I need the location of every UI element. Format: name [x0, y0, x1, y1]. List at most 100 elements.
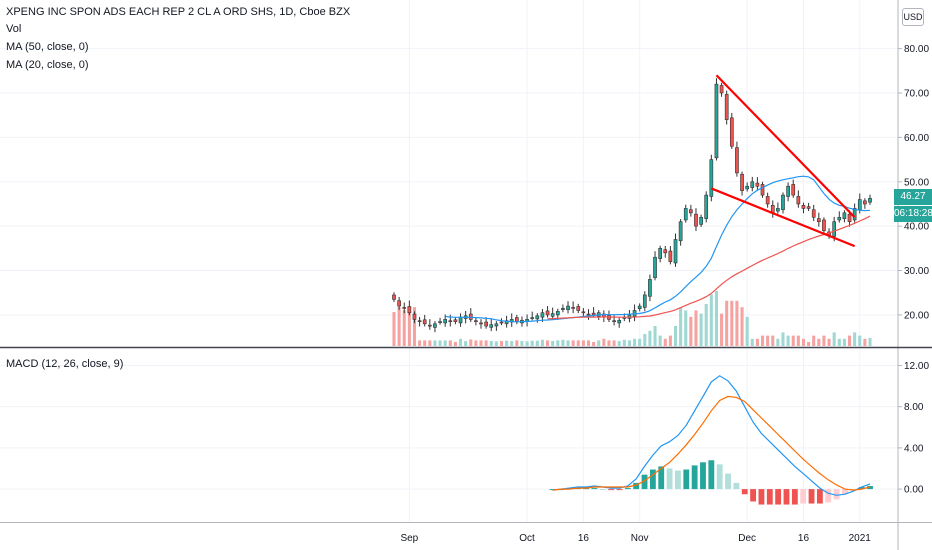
- volume-bar: [679, 307, 683, 346]
- candle-body: [458, 316, 463, 324]
- volume-bar: [638, 338, 642, 346]
- candle-body: [412, 313, 417, 320]
- candle-body: [443, 319, 448, 324]
- macd-histogram-bar: [808, 489, 815, 504]
- candle-body: [489, 324, 494, 328]
- volume-bar: [812, 335, 816, 346]
- candle-body: [515, 317, 519, 322]
- price-tick-label: 20.00: [904, 310, 929, 321]
- candle-body: [868, 198, 872, 203]
- macd-histogram-bar: [591, 488, 598, 490]
- candle-body: [397, 300, 401, 307]
- macd-histogram-bar: [766, 489, 773, 505]
- candle-body: [438, 321, 442, 323]
- candle-body: [648, 279, 652, 297]
- grid-lines: [0, 0, 898, 522]
- candle-body: [689, 209, 693, 214]
- candle-body: [658, 248, 662, 259]
- candle-body: [479, 322, 483, 325]
- candle-body: [576, 306, 581, 311]
- volume-bar: [397, 307, 401, 346]
- price-tick-label: 50.00: [904, 177, 929, 188]
- candlesticks: [392, 78, 872, 333]
- price-tick-label: 40.00: [904, 222, 929, 233]
- volume-bar: [760, 335, 765, 346]
- candle-body: [402, 307, 407, 309]
- volume-bar: [494, 341, 498, 346]
- candle-body: [806, 206, 811, 209]
- volume-bar: [658, 335, 662, 346]
- price-tick-label: 60.00: [904, 133, 929, 144]
- macd-histogram-bar: [599, 489, 606, 491]
- volume-bar: [464, 341, 468, 346]
- macd-histogram-bar: [833, 489, 840, 500]
- last-price-tag: 46.27: [894, 189, 932, 205]
- volume-bar: [612, 340, 616, 346]
- candle-body: [847, 213, 852, 223]
- volume-bar: [433, 340, 437, 346]
- candle-body: [673, 239, 678, 264]
- macd-histogram-bar: [858, 487, 865, 490]
- volume-bar: [868, 337, 872, 346]
- candle-body: [683, 208, 688, 221]
- volume-bar: [684, 310, 688, 346]
- signal-line: [552, 395, 871, 491]
- volume-bar: [597, 340, 601, 346]
- currency-button[interactable]: USD: [902, 8, 924, 26]
- candle-body: [427, 324, 432, 327]
- price-tick-label: 70.00: [904, 89, 929, 100]
- volume-bar: [607, 340, 611, 346]
- legend-ma50[interactable]: MA (50, close, 0): [6, 41, 89, 53]
- legend-ma20[interactable]: MA (20, close, 0): [6, 59, 89, 71]
- macd-histogram-bar: [733, 482, 740, 490]
- volume-bar: [745, 316, 749, 346]
- volume-bar: [817, 338, 821, 346]
- volume-bar: [796, 335, 800, 346]
- candle-body: [760, 184, 765, 196]
- volume-bar: [730, 300, 734, 346]
- volume-bar: [643, 334, 647, 346]
- volume-bar: [673, 326, 678, 346]
- candle-body: [540, 312, 545, 318]
- macd-histogram-bar: [741, 489, 748, 495]
- volume-bar: [781, 332, 785, 346]
- volume-bar: [566, 340, 570, 346]
- macd-histogram-bar: [716, 464, 723, 490]
- volume-bar: [801, 338, 805, 346]
- volume-bar: [771, 335, 775, 346]
- volume-bar: [423, 340, 427, 346]
- volume-bar: [786, 335, 790, 346]
- candle-body: [433, 323, 437, 328]
- volume-bar: [535, 340, 539, 346]
- legend-vol[interactable]: Vol: [6, 23, 22, 35]
- chart-title[interactable]: XPENG INC SPON ADS EACH REP 2 CL A ORD S…: [6, 6, 351, 18]
- ma20-line: [445, 175, 871, 323]
- volume-bar: [663, 338, 667, 346]
- volume-bar: [479, 340, 483, 346]
- candle-body: [863, 200, 867, 205]
- macd-histogram-bar: [683, 469, 690, 490]
- volume-bar: [858, 335, 862, 346]
- candle-body: [484, 321, 488, 327]
- macd-histogram-bar: [666, 468, 673, 490]
- volume-bar: [484, 340, 488, 346]
- legend-macd[interactable]: MACD (12, 26, close, 9): [6, 358, 124, 370]
- candle-body: [786, 185, 790, 197]
- time-tick-label: Oct: [519, 533, 535, 544]
- macd-histogram-bar: [691, 465, 698, 490]
- volume-bar: [407, 308, 411, 346]
- candle-body: [765, 196, 770, 205]
- time-tick-label: Sep: [400, 533, 418, 544]
- macd-histogram-bar: [633, 482, 640, 490]
- volume-bar: [617, 341, 621, 346]
- macd-histogram-bar: [649, 469, 656, 490]
- volume-bar: [755, 338, 759, 346]
- volume-bar: [842, 338, 846, 346]
- volume-bar: [412, 307, 417, 346]
- candle-body: [642, 294, 647, 308]
- macd-histogram-bar: [708, 460, 715, 490]
- volume-bar: [551, 341, 555, 346]
- macd-histogram-bar: [641, 474, 648, 490]
